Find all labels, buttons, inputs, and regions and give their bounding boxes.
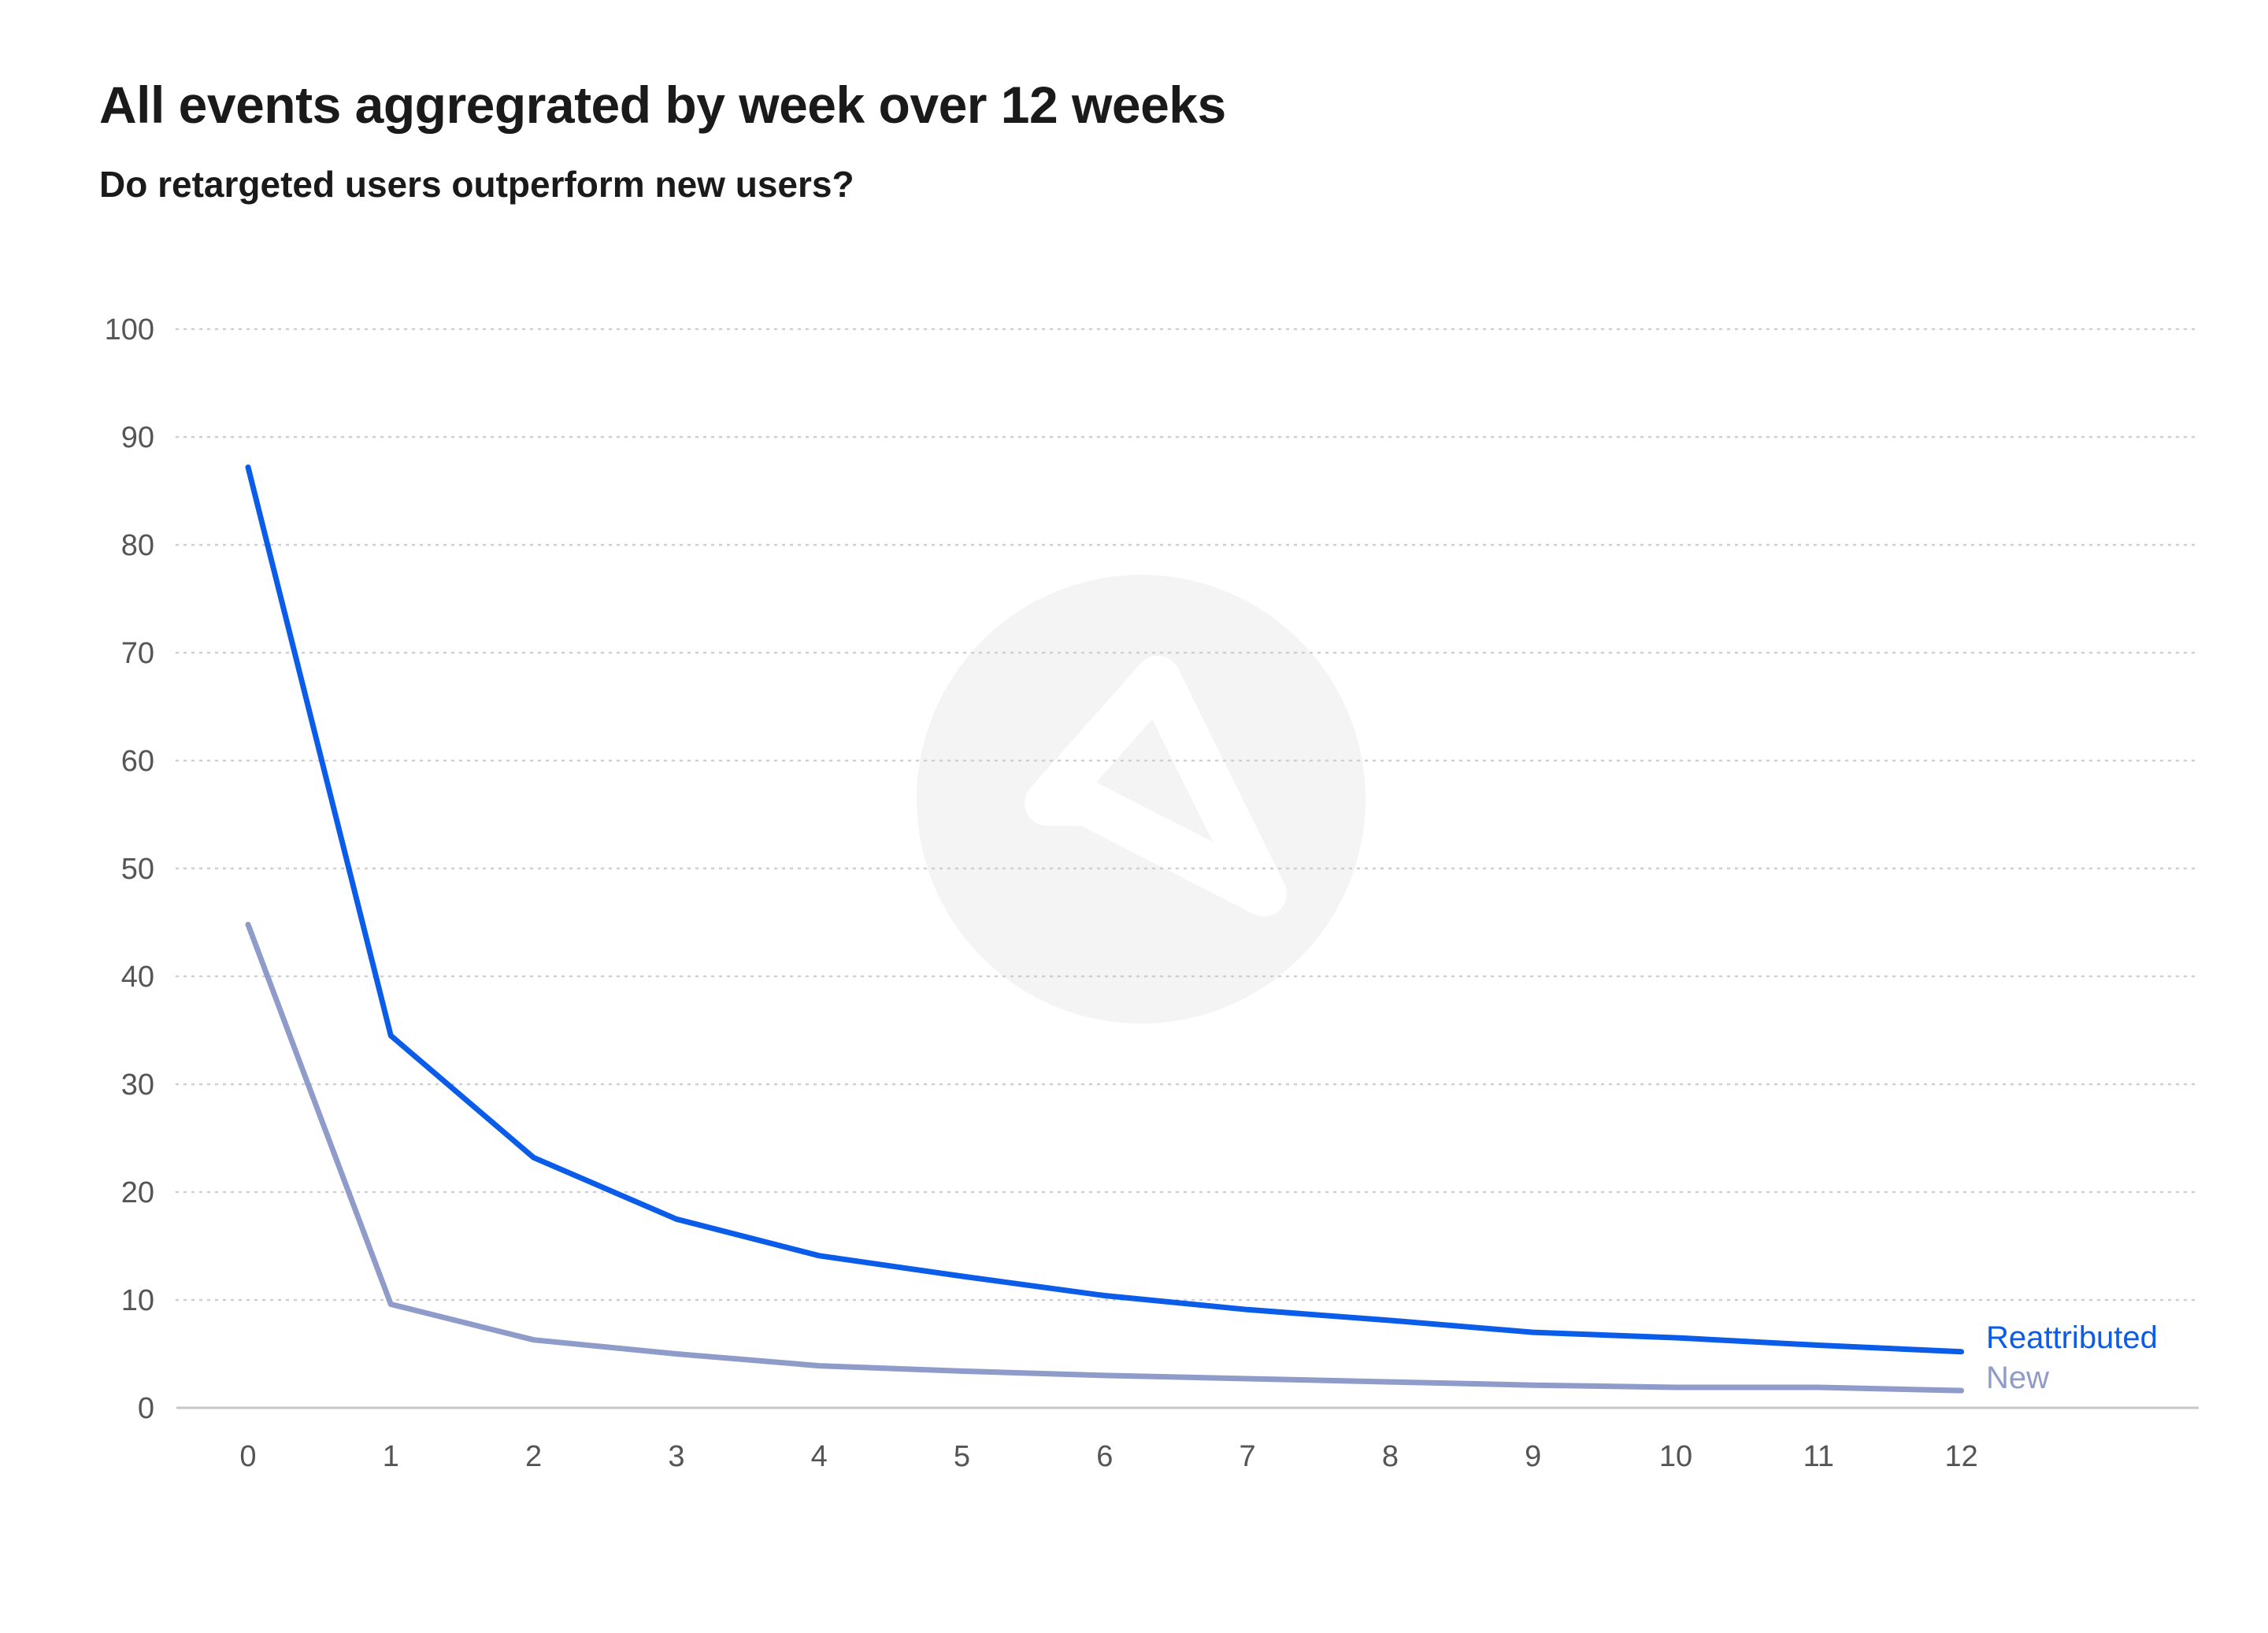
y-tick-label: 20 bbox=[121, 1176, 154, 1209]
y-tick-label: 80 bbox=[121, 529, 154, 562]
x-tick-label: 11 bbox=[1803, 1440, 1834, 1473]
series-label-new: New bbox=[1986, 1361, 2049, 1395]
x-tick-label: 0 bbox=[239, 1440, 256, 1473]
x-tick-label: 9 bbox=[1525, 1440, 1541, 1473]
y-tick-label: 0 bbox=[138, 1392, 154, 1425]
y-tick-label: 10 bbox=[121, 1284, 154, 1317]
chart-title: All events aggregrated by week over 12 w… bbox=[99, 76, 1226, 134]
x-axis-ticks: 0 1 2 3 4 5 6 7 8 9 10 11 12 bbox=[239, 1440, 1977, 1473]
x-tick-label: 10 bbox=[1659, 1440, 1692, 1473]
series-lines bbox=[245, 464, 1965, 1394]
series-line-new bbox=[245, 921, 1965, 1394]
y-tick-label: 50 bbox=[121, 853, 154, 886]
y-tick-label: 60 bbox=[121, 745, 154, 778]
y-tick-label: 30 bbox=[121, 1068, 154, 1102]
y-axis-ticks: 0 10 20 30 40 50 60 70 80 90 100 bbox=[105, 313, 154, 1425]
x-tick-label: 12 bbox=[1944, 1440, 1977, 1473]
series-line-reattributed bbox=[245, 464, 1965, 1355]
series-label-reattributed: Reattributed bbox=[1986, 1320, 2158, 1355]
chart-subtitle: Do retargeted users outperform new users… bbox=[99, 164, 854, 205]
x-tick-label: 1 bbox=[383, 1440, 399, 1473]
y-tick-label: 70 bbox=[121, 637, 154, 670]
y-tick-label: 40 bbox=[121, 961, 154, 994]
x-tick-label: 4 bbox=[811, 1440, 828, 1473]
x-tick-label: 7 bbox=[1240, 1440, 1256, 1473]
x-tick-label: 8 bbox=[1382, 1440, 1399, 1473]
watermark-circle bbox=[917, 575, 1366, 1024]
y-tick-label: 100 bbox=[105, 313, 154, 346]
y-tick-label: 90 bbox=[121, 421, 154, 454]
x-tick-label: 3 bbox=[668, 1440, 684, 1473]
gridlines bbox=[175, 328, 2200, 1302]
x-tick-label: 5 bbox=[954, 1440, 970, 1473]
watermark-glyph bbox=[1025, 656, 1287, 916]
series-labels: Reattributed New bbox=[1986, 1320, 2158, 1395]
x-tick-label: 6 bbox=[1096, 1440, 1113, 1473]
watermark-logo-icon bbox=[917, 575, 1366, 1024]
x-tick-label: 2 bbox=[525, 1440, 542, 1473]
